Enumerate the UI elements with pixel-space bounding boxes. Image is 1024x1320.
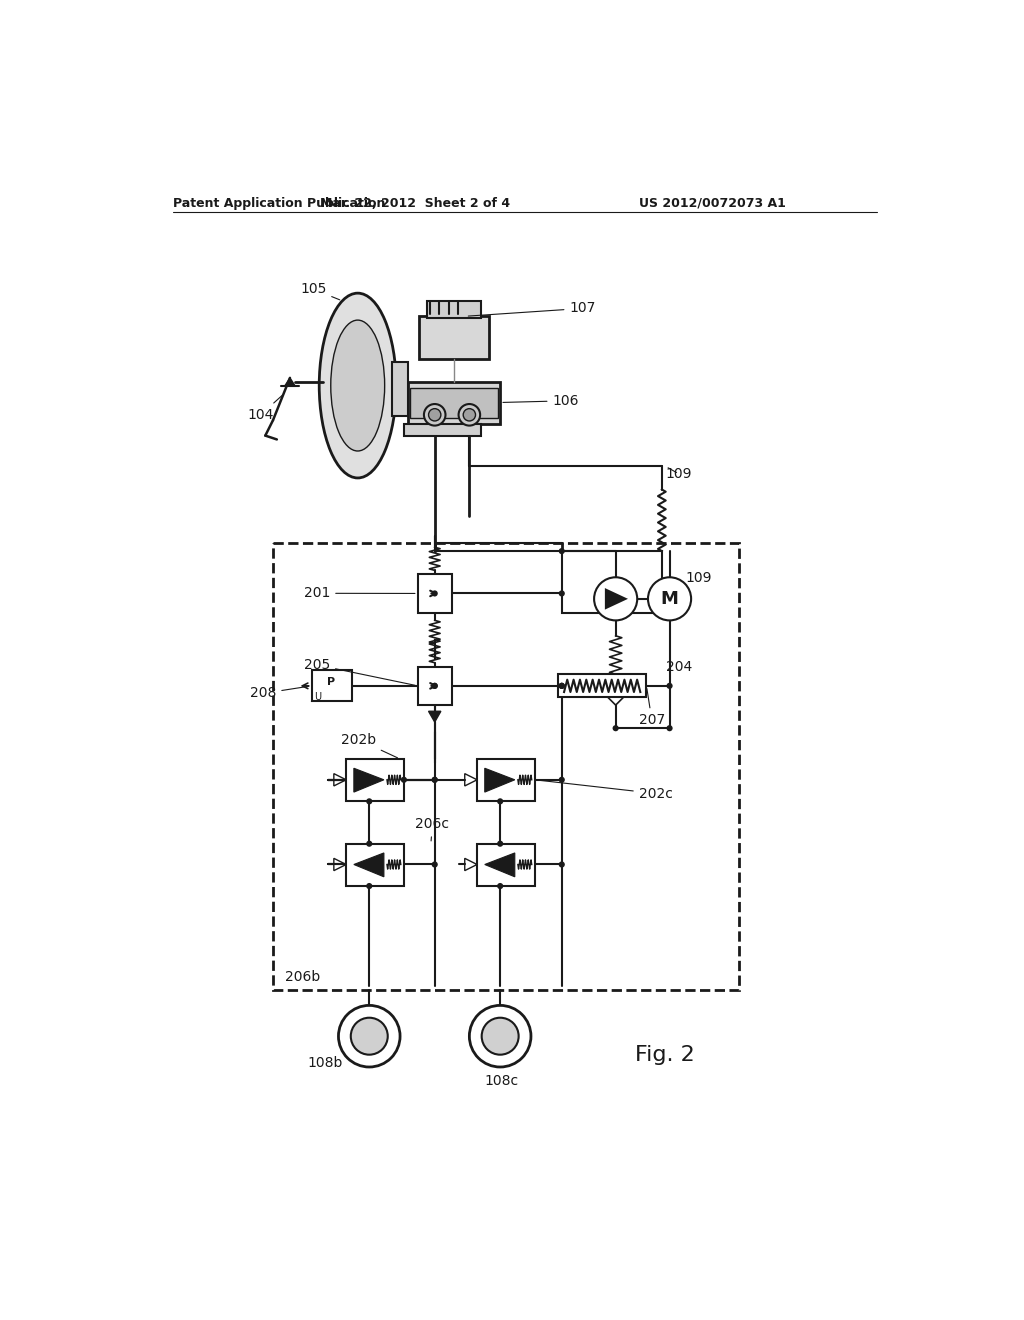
Circle shape — [648, 577, 691, 620]
Bar — [410, 388, 498, 418]
Bar — [346, 843, 403, 886]
Bar — [477, 759, 535, 801]
Circle shape — [559, 548, 565, 554]
Circle shape — [429, 409, 441, 421]
Bar — [427, 301, 481, 318]
Circle shape — [612, 725, 618, 731]
Circle shape — [469, 1006, 531, 1067]
Circle shape — [424, 404, 445, 425]
Text: 207: 207 — [639, 689, 665, 727]
Text: 204: 204 — [666, 660, 692, 673]
Circle shape — [432, 682, 438, 689]
Bar — [273, 544, 739, 990]
Text: 202c: 202c — [538, 780, 673, 800]
Bar — [558, 675, 646, 697]
Bar — [392, 363, 408, 416]
Circle shape — [463, 409, 475, 421]
Circle shape — [432, 862, 438, 867]
Polygon shape — [605, 589, 628, 610]
Circle shape — [351, 1018, 388, 1055]
Bar — [418, 667, 452, 705]
Circle shape — [559, 590, 565, 597]
Circle shape — [432, 776, 438, 783]
Text: 201: 201 — [304, 586, 415, 601]
Bar — [562, 552, 662, 612]
Bar — [419, 317, 488, 359]
Text: 107: 107 — [468, 301, 596, 315]
Circle shape — [559, 682, 565, 689]
Circle shape — [497, 841, 503, 847]
Text: 202b: 202b — [341, 733, 397, 758]
Polygon shape — [354, 768, 384, 792]
Ellipse shape — [331, 321, 385, 451]
Circle shape — [432, 590, 438, 597]
Text: 108b: 108b — [307, 1056, 343, 1071]
Circle shape — [481, 1018, 518, 1055]
Bar — [418, 574, 452, 612]
Text: 208: 208 — [250, 686, 309, 701]
Text: U: U — [314, 692, 322, 702]
Circle shape — [667, 725, 673, 731]
Circle shape — [559, 682, 565, 689]
Circle shape — [594, 577, 637, 620]
Text: 205: 205 — [304, 657, 415, 685]
Circle shape — [559, 682, 565, 689]
Bar — [346, 759, 403, 801]
Text: 206c: 206c — [416, 817, 450, 841]
Text: 108c: 108c — [484, 1074, 519, 1088]
Bar — [477, 843, 535, 886]
Bar — [311, 671, 351, 701]
Text: Patent Application Publication: Patent Application Publication — [173, 197, 385, 210]
Circle shape — [559, 862, 565, 867]
Polygon shape — [429, 711, 441, 722]
Text: 106: 106 — [503, 393, 579, 408]
Bar — [408, 381, 500, 424]
Circle shape — [667, 682, 673, 689]
Circle shape — [432, 776, 438, 783]
Ellipse shape — [319, 293, 396, 478]
Text: 104: 104 — [248, 395, 283, 421]
Circle shape — [367, 841, 373, 847]
Bar — [403, 424, 481, 436]
Text: 206b: 206b — [285, 970, 319, 983]
Text: M: M — [660, 590, 679, 607]
Circle shape — [339, 1006, 400, 1067]
Text: Fig. 2: Fig. 2 — [635, 1045, 694, 1065]
Polygon shape — [285, 378, 295, 387]
Circle shape — [367, 799, 373, 804]
Text: Mar. 22, 2012  Sheet 2 of 4: Mar. 22, 2012 Sheet 2 of 4 — [321, 197, 511, 210]
Circle shape — [497, 883, 503, 890]
Text: 109: 109 — [666, 467, 692, 480]
Polygon shape — [354, 853, 384, 876]
Polygon shape — [484, 768, 515, 792]
Polygon shape — [484, 853, 515, 876]
Text: US 2012/0072073 A1: US 2012/0072073 A1 — [639, 197, 785, 210]
Text: 109: 109 — [685, 572, 712, 585]
Circle shape — [432, 682, 438, 689]
Circle shape — [497, 799, 503, 804]
Text: 105: 105 — [300, 282, 340, 300]
Polygon shape — [608, 689, 624, 705]
Circle shape — [459, 404, 480, 425]
Circle shape — [559, 776, 565, 783]
Text: P: P — [327, 677, 335, 686]
Circle shape — [367, 883, 373, 890]
Circle shape — [400, 776, 407, 783]
